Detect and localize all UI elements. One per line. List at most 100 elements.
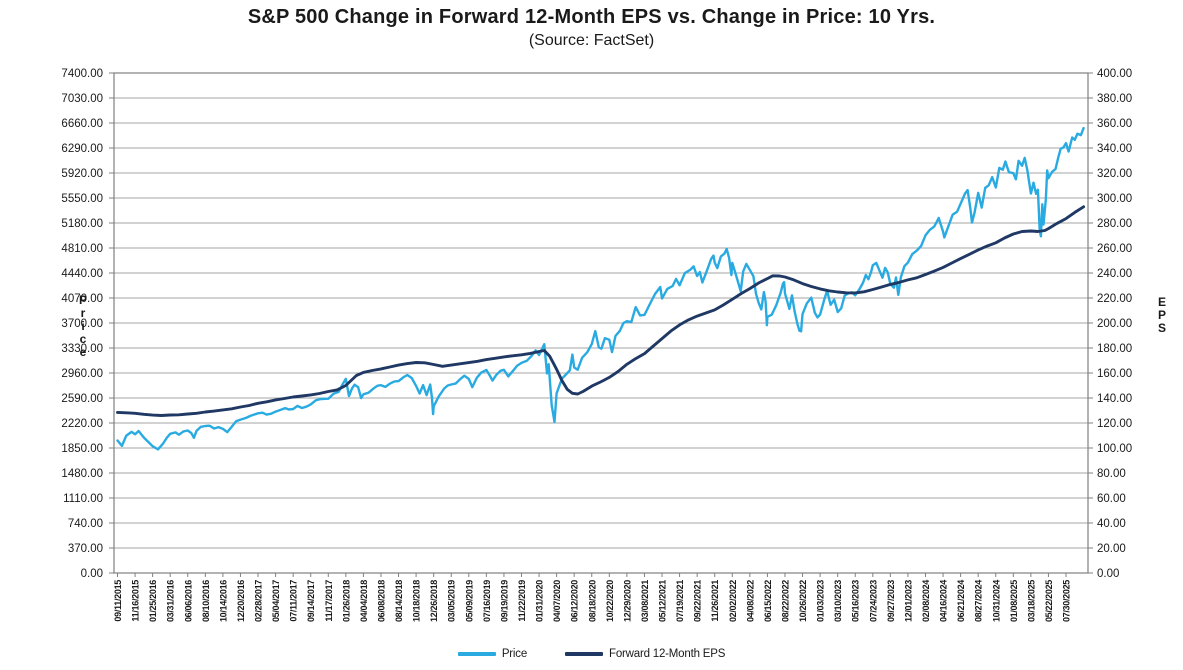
x-axis-tick-label: 03/08/2021 [640,580,650,622]
x-axis-tick-label: 11/22/2019 [517,580,527,622]
legend-label-price: Price [501,648,528,660]
right-axis-tick-label: 280.00 [1097,218,1132,230]
left-axis-tick-label: 2220.00 [61,418,103,430]
x-axis-tick-label: 12/29/2020 [622,580,632,622]
right-axis-tick-label: 80.00 [1097,468,1126,480]
x-axis-tick-label: 01/31/2020 [535,580,545,622]
x-axis-tick-label: 07/19/2021 [675,580,685,622]
left-axis-tick-label: 3700.00 [61,318,103,330]
x-axis-tick-label: 05/04/2017 [271,580,281,622]
x-axis-tick-label: 02/28/2017 [254,580,264,622]
right-axis-tick-label: 20.00 [1097,543,1126,555]
x-axis-tick-label: 09/14/2017 [306,580,316,622]
x-axis-tick-label: 03/05/2019 [447,580,457,622]
x-axis-tick-label: 08/18/2020 [587,580,597,622]
x-axis-tick-label: 08/10/2016 [201,580,211,622]
x-axis-tick-label: 11/26/2021 [710,580,720,622]
x-axis-tick-label: 08/27/2024 [974,580,984,622]
x-axis-tick-label: 09/22/2021 [693,580,703,622]
x-axis-tick-label: 01/03/2023 [816,580,826,622]
eps-line-swatch [565,652,604,656]
x-axis-tick-label: 05/09/2019 [464,580,474,622]
x-axis-tick-label: 09/19/2019 [499,580,509,622]
left-axis-tick-label: 370.00 [68,543,103,555]
x-axis-tick-label: 10/26/2022 [798,580,808,622]
right-axis-tick-label: 340.00 [1097,143,1132,155]
x-axis-tick-label: 04/04/2018 [359,580,369,622]
right-axis-tick-label: 220.00 [1097,293,1132,305]
right-axis-tick-label: 40.00 [1097,518,1126,530]
right-axis-tick-label: 180.00 [1097,343,1132,355]
left-axis-tick-label: 1110.00 [63,493,103,505]
left-axis-tick-label: 1480.00 [61,468,103,480]
x-axis-tick-label: 03/10/2023 [833,580,843,622]
right-axis-tick-label: 320.00 [1097,168,1132,180]
x-axis-tick-label: 07/24/2023 [868,580,878,622]
x-axis-tick-label: 07/16/2019 [482,580,492,622]
x-axis-tick-label: 01/08/2025 [1009,580,1019,622]
left-axis-title: P r i c e [78,293,87,359]
left-axis-tick-label: 740.00 [68,518,103,530]
left-axis-tick-label: 6660.00 [61,118,103,130]
left-axis-tick-label: 1850.00 [61,443,103,455]
left-axis-tick-label: 6290.00 [61,143,103,155]
left-axis-tick-label: 0.00 [81,568,103,580]
right-axis-tick-label: 140.00 [1097,393,1132,405]
right-axis-tick-label: 300.00 [1097,193,1132,205]
left-axis-tick-label: 5920.00 [61,168,103,180]
right-axis-tick-label: 120.00 [1097,418,1132,430]
legend-item-eps: Forward 12-Month EPS [565,648,725,660]
left-axis-tick-label: 2960.00 [61,368,103,380]
left-axis-tick-label: 4810.00 [61,243,103,255]
price-line-swatch [457,652,496,656]
x-axis-tick-label: 09/11/2015 [113,580,123,622]
x-axis-tick-label: 10/31/2024 [991,580,1001,622]
x-axis-tick-label: 07/30/2025 [1062,580,1072,622]
right-axis-tick-label: 240.00 [1097,268,1132,280]
right-axis-tick-label: 60.00 [1097,493,1126,505]
x-axis-tick-label: 01/26/2018 [341,580,351,622]
x-axis-tick-label: 08/14/2018 [394,580,404,622]
right-axis-tick-label: 360.00 [1097,118,1132,130]
right-axis-tick-label: 160.00 [1097,368,1132,380]
x-axis-tick-label: 06/21/2024 [956,580,966,622]
right-axis-tick-label: 0.00 [1097,568,1119,580]
left-axis-tick-label: 2590.00 [61,393,103,405]
x-axis-tick-label: 02/02/2022 [728,580,738,622]
right-axis-tick-label: 260.00 [1097,243,1132,255]
chart-title: S&P 500 Change in Forward 12-Month EPS v… [247,6,936,28]
eps-line [116,205,1086,417]
left-axis-tick-label: 3330.00 [61,343,103,355]
right-axis-tick-label: 380.00 [1097,93,1132,105]
x-axis-tick-label: 12/20/2016 [236,580,246,622]
x-axis-tick-label: 07/11/2017 [289,580,299,622]
x-axis-tick-label: 06/06/2016 [183,580,193,622]
right-axis-title: E P S [1157,295,1166,335]
x-axis-tick-label: 08/22/2022 [780,580,790,622]
x-axis-tick-label: 12/01/2023 [903,580,913,622]
price-line [116,126,1085,451]
right-axis-tick-label: 400.00 [1097,68,1132,80]
x-axis-tick-label: 04/08/2022 [745,580,755,622]
left-axis-tick-label: 5180.00 [61,218,103,230]
x-axis-tick-label: 06/12/2020 [570,580,580,622]
chart-subtitle: (Source: FactSet) [528,32,655,49]
left-axis-tick-label: 7400.00 [61,68,103,80]
legend-label-eps: Forward 12-Month EPS [609,648,726,660]
x-axis-tick-label: 02/08/2024 [921,580,931,622]
right-axis-tick-label: 100.00 [1097,443,1132,455]
x-axis-tick-label: 03/18/2025 [1026,580,1036,622]
x-axis-tick-label: 06/15/2022 [763,580,773,622]
x-axis-tick-label: 05/22/2025 [1044,580,1054,622]
x-axis-tick-label: 10/18/2018 [412,580,422,622]
x-axis-tick-label: 01/25/2016 [148,580,158,622]
x-axis-tick-label: 09/27/2023 [886,580,896,622]
x-axis-tick-label: 11/17/2017 [324,580,334,622]
left-axis-tick-label: 4070.00 [61,293,103,305]
x-axis-tick-label: 06/08/2018 [376,580,386,622]
x-axis-tick-label: 11/16/2015 [131,580,141,622]
x-axis-tick-label: 10/14/2016 [218,580,228,622]
legend: Price Forward 12-Month EPS [0,648,1183,660]
